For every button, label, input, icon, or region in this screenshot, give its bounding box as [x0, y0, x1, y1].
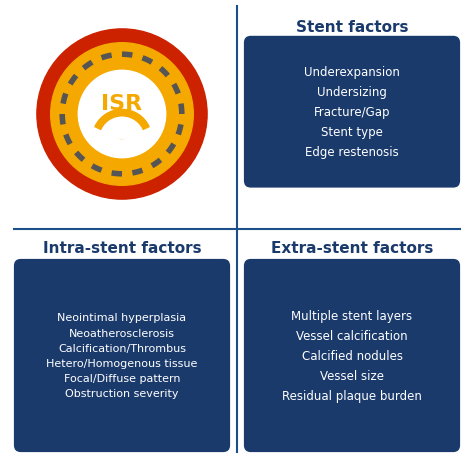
- FancyBboxPatch shape: [14, 259, 230, 452]
- Text: Extra-stent factors: Extra-stent factors: [271, 241, 433, 255]
- Wedge shape: [95, 110, 149, 140]
- Text: ISR: ISR: [101, 93, 143, 113]
- Circle shape: [51, 44, 193, 186]
- Wedge shape: [101, 118, 143, 140]
- Text: Intra-stent factors: Intra-stent factors: [43, 241, 201, 255]
- Text: Stent factors: Stent factors: [296, 20, 408, 35]
- FancyBboxPatch shape: [244, 37, 460, 188]
- Text: Neointimal hyperplasia
Neoatherosclerosis
Calcification/Thrombus
Hetero/Homogeno: Neointimal hyperplasia Neoatherosclerosi…: [46, 313, 198, 398]
- Text: Multiple stent layers
Vessel calcification
Calcified nodules
Vessel size
Residua: Multiple stent layers Vessel calcificati…: [282, 309, 422, 402]
- Text: Underexpansion
Undersizing
Fracture/Gap
Stent type
Edge restenosis: Underexpansion Undersizing Fracture/Gap …: [304, 66, 400, 159]
- Circle shape: [37, 30, 207, 200]
- FancyBboxPatch shape: [5, 0, 469, 459]
- FancyBboxPatch shape: [244, 259, 460, 452]
- Circle shape: [78, 71, 166, 158]
